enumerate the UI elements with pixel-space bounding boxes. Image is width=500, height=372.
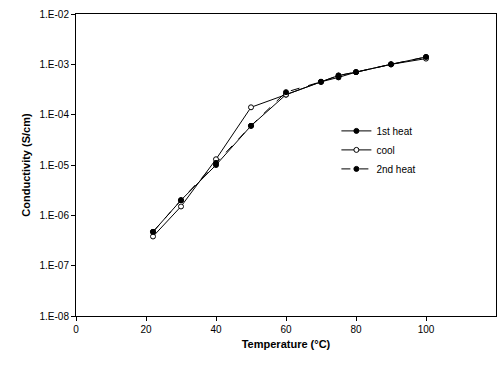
svg-text:60: 60 <box>280 324 292 335</box>
svg-text:1.E-04: 1.E-04 <box>40 109 70 120</box>
svg-text:1.E-03: 1.E-03 <box>40 59 70 70</box>
svg-text:1.E-02: 1.E-02 <box>40 9 70 20</box>
svg-text:Temperature (°C): Temperature (°C) <box>242 338 331 350</box>
svg-text:1st heat: 1st heat <box>376 126 412 137</box>
svg-text:100: 100 <box>418 324 435 335</box>
svg-text:1.E-06: 1.E-06 <box>40 210 70 221</box>
svg-text:2nd heat: 2nd heat <box>376 164 415 175</box>
svg-text:1.E-07: 1.E-07 <box>40 260 70 271</box>
svg-text:1.E-08: 1.E-08 <box>40 311 70 322</box>
svg-text:0: 0 <box>73 324 79 335</box>
svg-text:cool: cool <box>376 145 394 156</box>
svg-text:80: 80 <box>350 324 362 335</box>
svg-text:1.E-05: 1.E-05 <box>40 160 70 171</box>
svg-text:20: 20 <box>140 324 152 335</box>
svg-text:40: 40 <box>210 324 222 335</box>
svg-text:Conductivity (S/cm): Conductivity (S/cm) <box>20 113 32 217</box>
